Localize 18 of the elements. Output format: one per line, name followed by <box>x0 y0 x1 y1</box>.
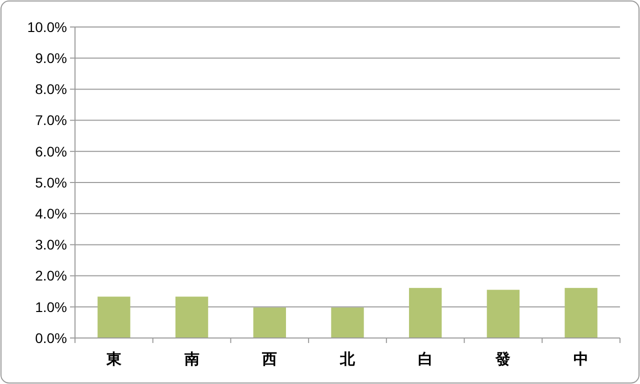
y-tick-label: 4.0% <box>35 206 67 222</box>
y-tick-label: 6.0% <box>35 143 67 160</box>
y-tick-label: 2.0% <box>35 268 67 284</box>
x-tick-label: 南 <box>183 351 200 368</box>
y-tick-label: 9.0% <box>35 50 67 66</box>
y-tick-label: 5.0% <box>35 174 67 190</box>
x-tick-label: 西 <box>261 351 278 368</box>
y-tick-label: 10.0% <box>27 18 67 35</box>
x-tick-label: 發 <box>494 351 511 368</box>
x-tick-label: 中 <box>574 351 589 368</box>
y-tick-label: 1.0% <box>35 298 67 315</box>
y-tick-label: 3.0% <box>35 236 67 253</box>
x-tick-label: 東 <box>105 351 122 368</box>
x-tick-label: 白 <box>418 351 433 368</box>
x-tick-label: 北 <box>339 351 356 368</box>
y-tick-label: 7.0% <box>35 112 67 128</box>
y-tick-label: 0.0% <box>35 330 67 346</box>
y-tick-label: 8.0% <box>35 81 67 98</box>
